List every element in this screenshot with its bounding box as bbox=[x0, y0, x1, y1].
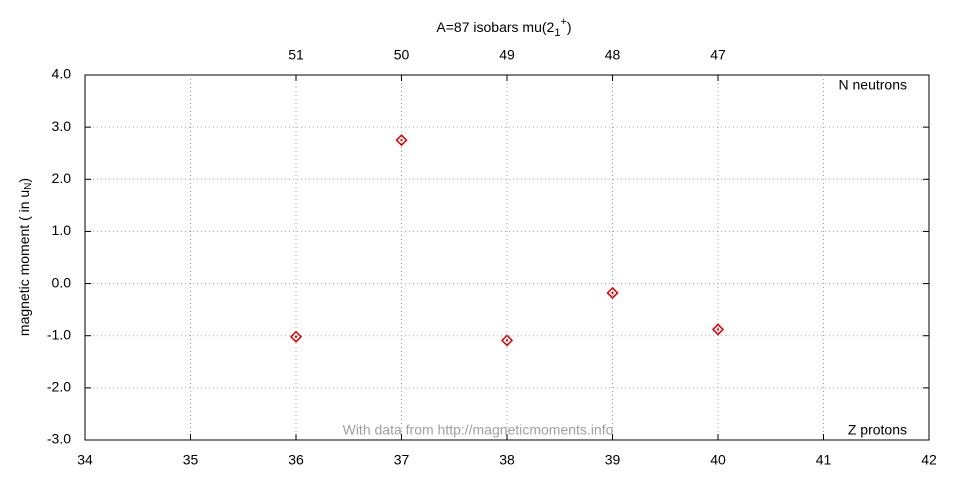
x-tick-label: 38 bbox=[499, 452, 515, 468]
point bbox=[500, 334, 514, 347]
x2-tick-label: 48 bbox=[605, 47, 621, 63]
y-tick-label: -2.0 bbox=[47, 379, 71, 395]
ylabel-sub: N bbox=[23, 183, 34, 190]
point-center bbox=[295, 335, 297, 338]
x2-tick-label: 51 bbox=[288, 47, 304, 63]
x-tick-label: 41 bbox=[816, 452, 832, 468]
point-center bbox=[400, 139, 403, 142]
point-center bbox=[611, 291, 614, 294]
y-tick-label: -3.0 bbox=[47, 431, 71, 447]
watermark: With data from http://magneticmoments.in… bbox=[343, 422, 614, 438]
x-tick-label: 42 bbox=[921, 452, 937, 468]
point bbox=[289, 330, 303, 343]
title-sub: 1 bbox=[554, 27, 560, 39]
point bbox=[711, 323, 725, 336]
annotation: N neutrons bbox=[839, 77, 907, 93]
x-tick-label: 40 bbox=[710, 452, 726, 468]
ylabel-main: magnetic moment ( in u bbox=[16, 190, 32, 336]
title-end: ) bbox=[567, 19, 572, 35]
point bbox=[606, 286, 619, 300]
ylabel-end: ) bbox=[16, 178, 32, 183]
point bbox=[395, 134, 408, 147]
point-diamond bbox=[395, 134, 408, 147]
y-tick-label: 1.0 bbox=[52, 222, 72, 238]
title-sup: + bbox=[560, 16, 566, 28]
point-center bbox=[506, 339, 508, 342]
annotation: Z protons bbox=[848, 422, 907, 438]
point-diamond bbox=[711, 323, 725, 336]
y-axis-label: magnetic moment ( in uN) bbox=[16, 178, 34, 336]
point-diamond bbox=[289, 330, 303, 343]
x-tick-label: 39 bbox=[605, 452, 621, 468]
x2-tick-label: 49 bbox=[499, 47, 515, 63]
x-tick-label: 36 bbox=[288, 452, 304, 468]
plot-border bbox=[84, 74, 930, 441]
title-main: A=87 isobars mu(2 bbox=[436, 19, 554, 35]
y-tick-label: 2.0 bbox=[52, 170, 72, 186]
x-tick-label: 34 bbox=[77, 452, 93, 468]
x2-tick-label: 50 bbox=[394, 47, 410, 63]
x2-tick-label: 47 bbox=[710, 47, 726, 63]
chart-title: A=87 isobars mu(21+) bbox=[436, 16, 571, 39]
x-tick-label: 35 bbox=[183, 452, 199, 468]
point-diamond bbox=[500, 334, 514, 347]
point-center bbox=[717, 328, 719, 331]
y-tick-label: 4.0 bbox=[52, 66, 72, 82]
x-tick-label: 37 bbox=[394, 452, 410, 468]
y-tick-label: 0.0 bbox=[52, 274, 72, 290]
y-tick-label: -1.0 bbox=[47, 326, 71, 342]
point-diamond bbox=[606, 286, 619, 300]
y-tick-label: 3.0 bbox=[52, 118, 72, 134]
